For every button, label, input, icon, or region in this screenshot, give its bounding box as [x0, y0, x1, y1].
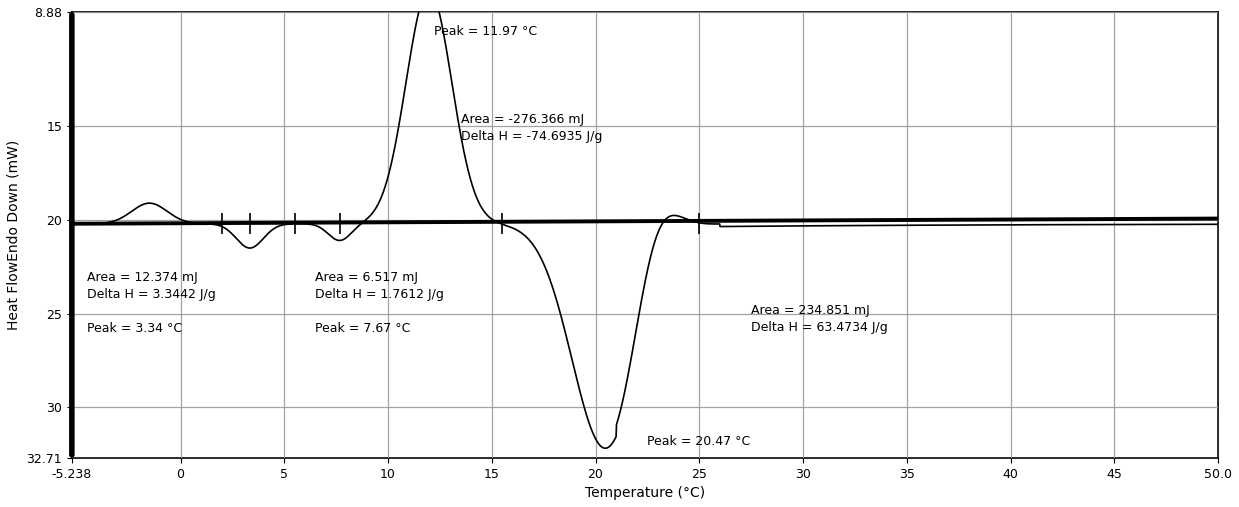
- Text: Peak = 20.47 °C: Peak = 20.47 °C: [648, 435, 751, 448]
- Text: Area = -276.366 mJ
Delta H = -74.6935 J/g: Area = -276.366 mJ Delta H = -74.6935 J/…: [461, 114, 602, 143]
- X-axis label: Temperature (°C): Temperature (°C): [585, 486, 705, 500]
- Text: Peak = 11.97 °C: Peak = 11.97 °C: [434, 25, 536, 39]
- Y-axis label: Heat FlowEndo Down (mW): Heat FlowEndo Down (mW): [7, 140, 21, 330]
- Text: Area = 6.517 mJ
Delta H = 1.7612 J/g

Peak = 7.67 °C: Area = 6.517 mJ Delta H = 1.7612 J/g Pea…: [316, 271, 445, 335]
- Text: Area = 12.374 mJ
Delta H = 3.3442 J/g

Peak = 3.34 °C: Area = 12.374 mJ Delta H = 3.3442 J/g Pe…: [87, 271, 216, 335]
- Text: Area = 234.851 mJ
Delta H = 63.4734 J/g: Area = 234.851 mJ Delta H = 63.4734 J/g: [751, 304, 888, 334]
